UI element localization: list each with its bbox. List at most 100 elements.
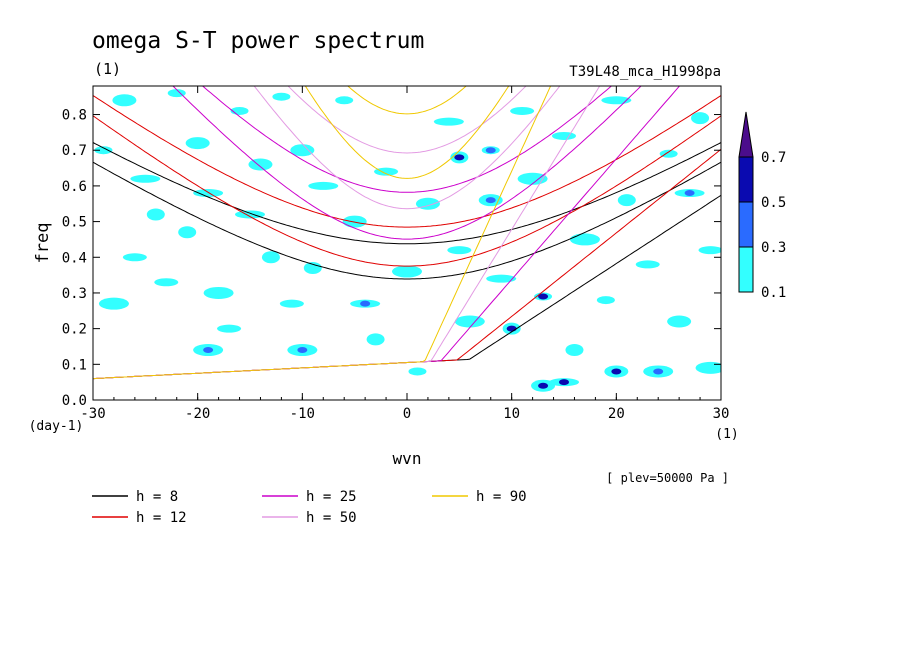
power-patch xyxy=(98,297,129,310)
power-patch xyxy=(112,94,137,107)
power-patch xyxy=(517,172,548,185)
power-patch-core xyxy=(360,300,371,307)
x-axis-ticks: -30 -20 -10 0 10 20 30 xyxy=(80,86,729,422)
power-patch xyxy=(695,361,721,374)
level-label: [ plev=50000 Pa ] xyxy=(606,471,729,485)
power-patch-core xyxy=(538,293,549,300)
x-tick-label: 10 xyxy=(503,406,520,422)
y-tick-label: 0.0 xyxy=(62,393,87,409)
power-patch xyxy=(691,112,710,125)
y-axis-ticks: 0.0 0.1 0.2 0.3 0.4 0.5 0.6 0.7 0.8 xyxy=(62,108,721,409)
y-axis-unit: (day-1) xyxy=(29,419,84,434)
legend-label: h = 50 xyxy=(306,510,357,526)
power-patch xyxy=(290,144,315,157)
power-patch xyxy=(617,194,636,207)
dispersion-curves xyxy=(93,86,721,380)
power-patch xyxy=(193,189,224,198)
power-patch xyxy=(392,265,422,278)
power-patch xyxy=(408,367,427,376)
x-tick-label: -30 xyxy=(80,406,105,422)
power-patch xyxy=(146,208,165,221)
power-patch-core xyxy=(297,347,308,354)
chart-title: omega S-T power spectrum xyxy=(92,28,424,54)
colorbar: 0.1 0.3 0.5 0.7 xyxy=(738,111,786,301)
y-tick-label: 0.1 xyxy=(62,357,87,373)
power-patch xyxy=(433,117,464,126)
power-patch xyxy=(272,92,291,101)
colorbar-segment xyxy=(738,246,754,293)
power-patch xyxy=(178,226,197,239)
power-patch-core xyxy=(485,147,496,154)
power-patch xyxy=(335,96,354,105)
y-tick-label: 0.5 xyxy=(62,215,87,231)
power-patch xyxy=(122,253,147,262)
power-patch xyxy=(486,274,517,283)
colorbar-arrow xyxy=(738,111,754,158)
curve-h8-n2 xyxy=(93,142,721,245)
x-tick-label: -20 xyxy=(185,406,210,422)
power-patch-core xyxy=(538,382,549,389)
unit-label: (1) xyxy=(94,60,121,78)
power-patch xyxy=(510,106,535,115)
curve-h50-n1 xyxy=(253,86,561,210)
power-patch xyxy=(698,246,721,255)
legend: h = 8 h = 12 h = 25 h = 50 h = 90 xyxy=(92,489,527,526)
power-patch xyxy=(185,137,210,150)
power-patch xyxy=(659,149,678,158)
y-axis-label: freq xyxy=(33,223,53,264)
y-tick-label: 0.3 xyxy=(62,286,87,302)
power-patch xyxy=(596,296,615,305)
curve-h90-kelvin xyxy=(93,86,552,380)
power-patch xyxy=(303,261,322,274)
power-patch xyxy=(308,181,339,190)
colorbar-label: 0.5 xyxy=(761,195,786,211)
power-patch-core xyxy=(454,154,465,161)
x-axis-label: wvn xyxy=(393,449,422,468)
x-tick-label: 30 xyxy=(713,406,730,422)
y-tick-label: 0.7 xyxy=(62,143,87,159)
power-patch-core xyxy=(611,368,622,375)
power-patch xyxy=(569,233,600,246)
y-tick-label: 0.4 xyxy=(62,250,87,266)
legend-label: h = 8 xyxy=(136,489,178,505)
power-patch-core xyxy=(653,368,664,375)
power-patch-core xyxy=(684,190,695,197)
run-label: T39L48_mca_H1998pa xyxy=(569,64,721,80)
power-patch xyxy=(552,131,576,140)
power-patch xyxy=(217,324,242,333)
x-tick-label: 0 xyxy=(403,406,411,422)
curve-h25-n1 xyxy=(172,86,642,240)
power-patch xyxy=(635,260,660,269)
x-tick-label: 20 xyxy=(608,406,625,422)
plot-area-background xyxy=(93,86,721,400)
colorbar-segment xyxy=(738,201,754,248)
power-patch xyxy=(454,315,485,328)
power-patch-core xyxy=(506,325,517,332)
power-patch-core xyxy=(203,347,214,354)
curve-h90-n2 xyxy=(347,86,467,115)
power-patch xyxy=(447,246,472,255)
x-tick-label: -10 xyxy=(290,406,315,422)
y-tick-label: 0.6 xyxy=(62,179,87,195)
colorbar-segment xyxy=(738,156,754,203)
power-patch xyxy=(94,146,113,155)
power-patch xyxy=(279,299,304,308)
colorbar-label: 0.1 xyxy=(761,285,786,301)
legend-label: h = 25 xyxy=(306,489,357,505)
legend-label: h = 12 xyxy=(136,510,187,526)
power-patch xyxy=(130,174,161,183)
power-patch xyxy=(154,278,179,287)
y-tick-label: 0.8 xyxy=(62,108,87,124)
power-patch xyxy=(565,344,584,357)
power-patch xyxy=(366,333,385,346)
legend-label: h = 90 xyxy=(476,489,527,505)
power-patch xyxy=(167,89,186,98)
curve-h50-n2 xyxy=(287,86,527,154)
x-axis-unit: (1) xyxy=(715,427,738,442)
power-patch xyxy=(203,286,234,299)
power-patch-core xyxy=(559,379,569,386)
colorbar-label: 0.7 xyxy=(761,150,786,166)
curve-h90-n1 xyxy=(304,86,510,179)
power-patch xyxy=(374,167,399,176)
